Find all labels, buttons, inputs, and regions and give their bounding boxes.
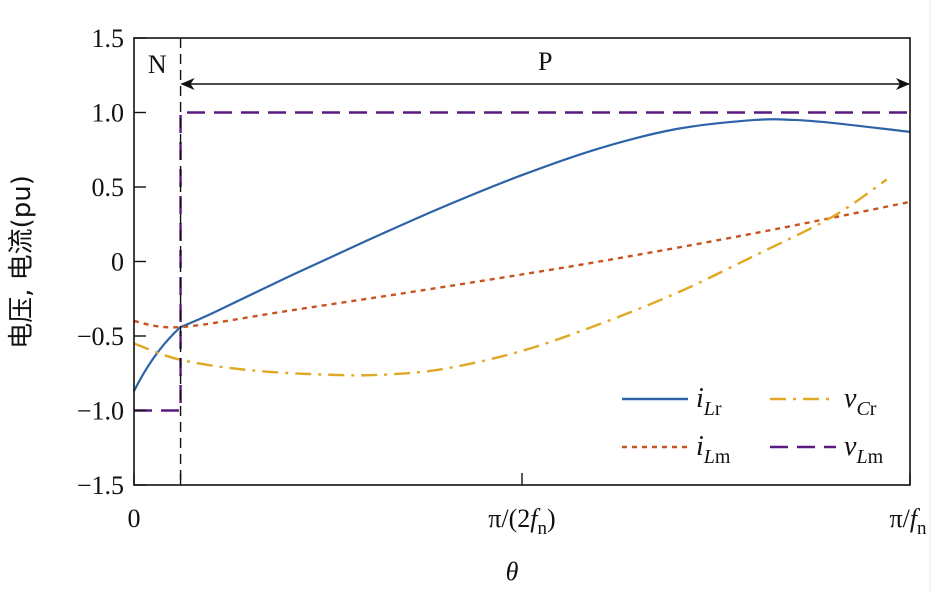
y-tick-label: 1.0 [92, 99, 125, 128]
y-axis-label: 电压, 电流(pu) [7, 175, 37, 349]
x-tick-label: 0 [128, 504, 141, 533]
legend-item-i_Lm: iLm [622, 431, 731, 468]
svg-text:vLm: vLm [844, 431, 884, 468]
series-layer [133, 111, 911, 412]
region-n-label: N [148, 50, 167, 79]
x-axis-label: θ [506, 557, 519, 586]
y-tick-label: −1.0 [77, 397, 124, 426]
series-v_Lm [134, 111, 910, 412]
y-tick-label: −0.5 [77, 322, 124, 351]
series-i_Lm [133, 200, 911, 329]
series-v_Cr [133, 178, 888, 377]
svg-text:iLr: iLr [696, 383, 722, 420]
svg-text:vCr: vCr [844, 383, 877, 420]
x-tick-label: π/fn [889, 504, 927, 539]
y-tick-label: −1.5 [77, 471, 124, 500]
legend-item-v_Lm: vLm [770, 431, 884, 468]
region-p-label: P [538, 47, 552, 76]
y-tick-label: 0 [111, 248, 124, 277]
legend-item-v_Cr: vCr [770, 383, 877, 420]
svg-text:iLm: iLm [696, 431, 731, 468]
legend-item-i_Lr: iLr [622, 383, 722, 420]
legend: iLr iLm vCr vLm [622, 383, 884, 468]
series-i_Lr [133, 118, 911, 392]
x-tick-label: π/(2fn) [488, 504, 555, 539]
y-tick-label: 1.5 [92, 24, 125, 53]
y-tick-label: 0.5 [92, 173, 125, 202]
